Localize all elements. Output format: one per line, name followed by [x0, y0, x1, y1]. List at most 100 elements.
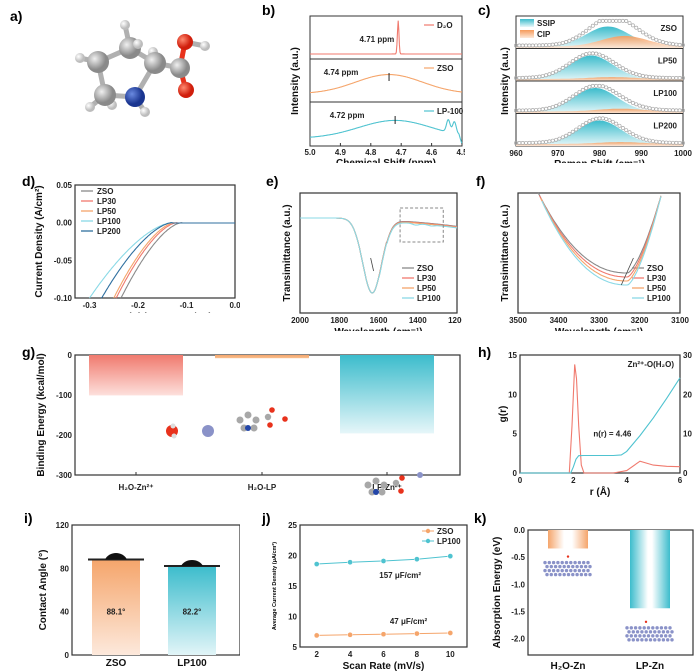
raw-data-point: [610, 59, 615, 64]
x-tick-label: 0: [518, 476, 523, 485]
zn-surface-atom: [635, 638, 640, 642]
raw-data-point: [564, 63, 569, 68]
raw-data-point: [590, 117, 595, 122]
zn-surface-atom: [661, 630, 666, 634]
raw-data-point: [570, 59, 575, 64]
zn-surface-atom: [553, 564, 558, 569]
zn-surface-atom: [573, 560, 577, 565]
nmr-line-LP-100: [310, 119, 463, 145]
raw-data-point: [597, 83, 602, 88]
panel-label-j: j): [262, 510, 271, 526]
raw-data-point: [570, 94, 575, 99]
y-tick-label: 120: [56, 521, 70, 530]
x-tick-label: -0.1: [180, 301, 194, 310]
raw-data-point: [577, 33, 582, 38]
zn-surface-atom: [638, 634, 642, 638]
raw-data-point: [620, 95, 625, 100]
zn-surface-atom: [655, 626, 659, 630]
raw-data-point: [664, 140, 669, 145]
raw-data-point: [587, 26, 592, 31]
raw-data-point: [567, 38, 572, 43]
legend-label: SSIP: [537, 19, 556, 28]
raw-data-point: [607, 118, 612, 123]
zinc-ion: [417, 472, 423, 478]
carbon-atom: [250, 424, 258, 432]
x-tick-label: 3500: [509, 316, 527, 325]
y-axis-label: Contact Angle (°): [38, 550, 49, 631]
bar-2: [340, 355, 434, 434]
x-tick-label: 8: [415, 650, 420, 659]
raw-data-point: [630, 132, 635, 137]
raw-data-point: [584, 86, 589, 91]
category-label: LP-Zn: [636, 661, 664, 672]
zn-surface-atom: [659, 634, 664, 638]
raw-data-point: [597, 116, 602, 121]
peak-annotation: 4.72 ppm: [330, 111, 365, 120]
data-point-ZSO: [313, 632, 320, 639]
y-tick-label: -200: [56, 431, 73, 440]
raw-data-point: [664, 40, 669, 45]
y-tick-label: -1.0: [511, 580, 525, 589]
legend-label: ZSO: [437, 64, 453, 73]
x-tick-label: -0.2: [131, 301, 145, 310]
zn-surface-atom: [642, 626, 646, 630]
x-tick-label: 1400: [409, 316, 427, 325]
raw-data-point: [574, 92, 579, 97]
carbon-atom: [244, 411, 252, 419]
raw-data-point: [620, 126, 625, 130]
zn-surface-atom: [666, 638, 670, 642]
ssip-area-LP200: [516, 120, 683, 146]
raw-data-point: [657, 75, 662, 80]
raw-data-point: [630, 100, 635, 105]
nitrogen-atom: [245, 425, 251, 431]
zn-surface-atom: [584, 572, 588, 577]
x-tick-label: 4.5: [456, 148, 465, 157]
zn-surface-atom: [579, 564, 584, 569]
zn-surface-atom: [588, 564, 592, 569]
x-tick-label: 2: [571, 476, 576, 485]
oxygen-atom: [399, 475, 405, 481]
zn-surface-atom: [588, 572, 592, 577]
zn-surface-atom: [664, 634, 668, 638]
raw-data-point: [607, 57, 612, 62]
y-tick-label: -300: [56, 471, 73, 480]
panel-label-a: a): [10, 8, 23, 24]
panel-label-k: k): [474, 510, 487, 526]
hydrogen-atom: [171, 433, 177, 439]
y-tick-label: 0: [68, 351, 73, 360]
zn-surface-atom: [664, 626, 668, 630]
raw-data-point: [681, 76, 685, 80]
carbon-atom: [252, 416, 260, 424]
raw-data-point: [620, 18, 625, 23]
data-label: 88.1°: [107, 608, 126, 617]
raw-data-point: [577, 125, 582, 130]
cip-area-LP50: [516, 77, 683, 81]
raw-data-point: [654, 139, 659, 144]
legend-label: ZSO: [417, 264, 433, 273]
raw-data-point: [624, 68, 629, 73]
chart-k-absorption: H₂O-Zn LP-Zn 0.0 -0.5 -1.0 -1.5 -2.0 Absorption…: [492, 526, 694, 672]
data-point-ZSO: [380, 631, 387, 638]
data-point-ZSO: [347, 631, 353, 638]
zn-surface-atom: [666, 630, 670, 634]
y-tick-label: -100: [56, 391, 73, 400]
zn-surface-atom: [584, 564, 588, 569]
y-axis-label: Transimittance (a.u.): [500, 204, 511, 301]
y-tick-label: 10: [288, 613, 297, 622]
zn-surface-atom: [638, 626, 642, 630]
legend-marker: [425, 538, 431, 544]
oxygen-atom: [282, 416, 288, 422]
lsv-line-LP50: [113, 222, 235, 299]
raw-data-point: [627, 69, 632, 74]
data-point-ZSO: [414, 630, 420, 637]
zn-surface-atom: [668, 634, 672, 638]
raw-data-point: [594, 21, 599, 26]
x-tick-label: 970: [551, 149, 565, 158]
category-label: H₂O-Zn²⁺: [119, 483, 154, 492]
legend-label: LP30: [417, 274, 437, 283]
zn-surface-atom: [571, 572, 575, 577]
peak-annotation: 4.74 ppm: [324, 68, 359, 77]
raw-data-point: [600, 116, 605, 121]
raw-data-point: [650, 75, 655, 80]
